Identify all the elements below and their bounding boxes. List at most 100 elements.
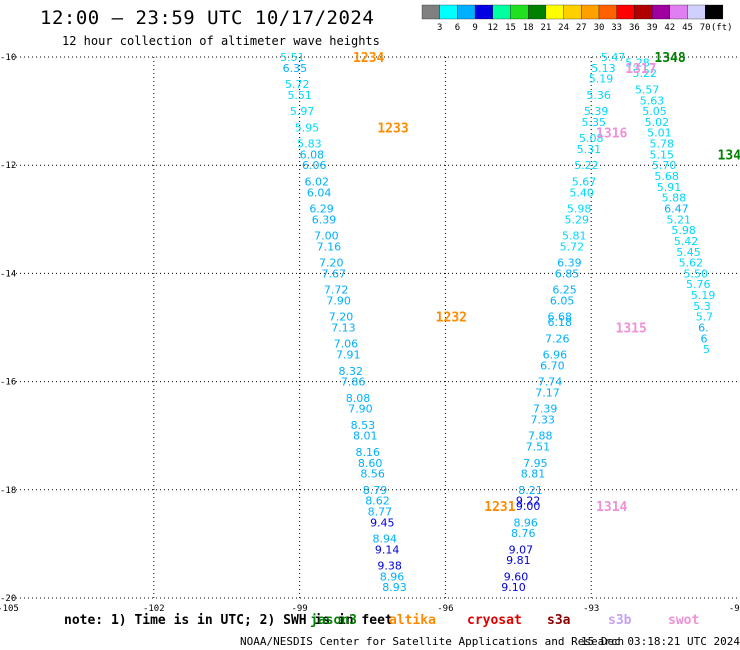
colorbar-tick: 33 [611,23,622,33]
satellite-legend-item: s3a [547,613,571,628]
colorbar-swatch [598,4,617,20]
wave-height-point: 6.04 [307,186,332,199]
pass-number-label: 1314 [596,500,627,515]
wave-height-point: 5.40 [569,186,594,199]
colorbar-tick: 39 [647,23,658,33]
wave-height-point: 7.26 [545,332,570,345]
colorbar-tick: 36 [629,23,640,33]
colorbar-swatch [545,4,564,20]
colorbar-swatch [581,4,600,20]
colorbar-tick: 15 [505,23,516,33]
wave-height-point: 5.08 [579,132,604,145]
footer-note: note: 1) Time is in UTC; 2) SWH is in fe… [64,613,393,628]
wave-height-point: 8.01 [353,430,378,443]
x-tick-label: -96 [437,604,453,614]
wave-height-point: 7.20 [329,311,354,324]
wave-height-point: 5.28 [625,56,650,69]
wave-height-point: 5.7 [696,311,714,324]
satellite-legend-item: cryosat [467,613,522,628]
wave-height-point: 6.05 [550,294,575,307]
wave-height-point: 8.56 [360,468,385,481]
colorbar-swatch [439,4,458,20]
satellite-legend-item: s3b [608,613,632,628]
wave-height-point: 8.08 [346,392,371,405]
wave-height-point: 5.19 [691,289,716,302]
colorbar-swatch [651,4,670,20]
pass-number-label: 1349 [718,148,740,163]
wave-height-point: 6.18 [547,316,572,329]
wave-height-point: 5.63 [640,94,665,107]
wave-height-point: 5.67 [572,175,597,188]
wave-height-point: 7.39 [533,403,558,416]
wave-height-point: 9.60 [504,570,528,583]
wave-height-point: 7.00 [314,230,339,243]
wave-height-point: 9.00 [516,500,541,513]
pass-number-label: 1232 [436,311,467,326]
wave-height-point: 5.70 [652,159,677,172]
y-tick-label: -14 [0,269,16,279]
colorbar-tick: 70 [700,23,711,33]
wave-height-point: 5.47 [601,51,626,64]
colorbar-tick: 9 [472,23,477,33]
wave-height-point: 5.72 [285,78,310,91]
wave-height-point: 5.95 [295,121,320,134]
wave-height-point: 5.29 [564,213,589,226]
colorbar-swatch [616,4,635,20]
wave-height-point: 6.06 [302,159,327,172]
wave-height-point: 7.13 [331,322,356,335]
wave-height-point: 7.51 [526,441,551,454]
wave-height-point: 9.10 [501,581,526,594]
wave-height-point: 8.94 [373,532,398,545]
pass-number-label: 1317 [625,62,656,77]
wave-height-point: 8.77 [368,505,393,518]
x-tick-label: -93 [583,604,599,614]
wave-height-point: 6.85 [555,267,580,280]
wave-height-point: 8.96 [513,516,538,529]
pass-number-label: 1316 [596,127,627,142]
wave-height-point: 7.86 [341,376,366,389]
colorbar-swatch [510,4,529,20]
y-tick-label: -20 [0,594,16,604]
wave-height-point: 9.81 [506,554,531,567]
wave-height-point: 5.78 [650,138,675,151]
colorbar-swatch [669,4,688,20]
wave-height-point: 5.01 [647,127,672,140]
colorbar-swatch [634,4,653,20]
wave-height-point: 5.98 [567,202,592,215]
wave-height-point: 5.62 [679,257,704,270]
wave-height-point: 5.31 [577,143,602,156]
wave-height-point: 6.39 [312,213,337,226]
pass-number-label: 1234 [353,51,384,66]
wave-height-point: 6.35 [283,62,308,75]
wave-height-point: 7.67 [321,267,346,280]
footer-credit: NOAA/NESDIS Center for Satellite Applica… [240,635,625,648]
wave-height-point: 6.68 [547,311,572,324]
wave-height-point: 7.88 [528,430,553,443]
wave-height-point: 6.29 [309,202,334,215]
wave-height-point: 6 [701,332,708,345]
wave-height-point: 7.33 [530,413,555,426]
colorbar-swatch [563,4,582,20]
y-tick-label: -16 [0,378,16,388]
wave-height-point: 7.74 [538,376,563,389]
colorbar-swatch [528,4,547,20]
y-tick-label: -10 [0,53,16,63]
wave-height-point: 5.72 [560,240,585,253]
wave-height-point: 8.79 [363,484,388,497]
wave-height-point: 5.42 [674,235,699,248]
wave-height-point: 6.96 [543,349,568,362]
wave-height-point: 9.22 [516,495,541,508]
wave-height-point: 5.68 [654,170,679,183]
wave-height-point: 7.16 [317,240,342,253]
wave-height-point: 9.14 [375,543,400,556]
wave-height-point: 5.51 [280,51,305,64]
wave-height-point: 6.39 [557,257,582,270]
colorbar-tick: 12 [487,23,498,33]
wave-height-point: 5.19 [589,73,614,86]
wave-height-point: 5.51 [287,89,312,102]
wave-height-point: 7.17 [535,386,560,399]
wave-height-point: 5.13 [591,62,616,75]
colorbar-swatch [421,4,440,20]
wave-height-point: 5.81 [562,230,587,243]
wave-height-point: 5.22 [633,67,658,80]
